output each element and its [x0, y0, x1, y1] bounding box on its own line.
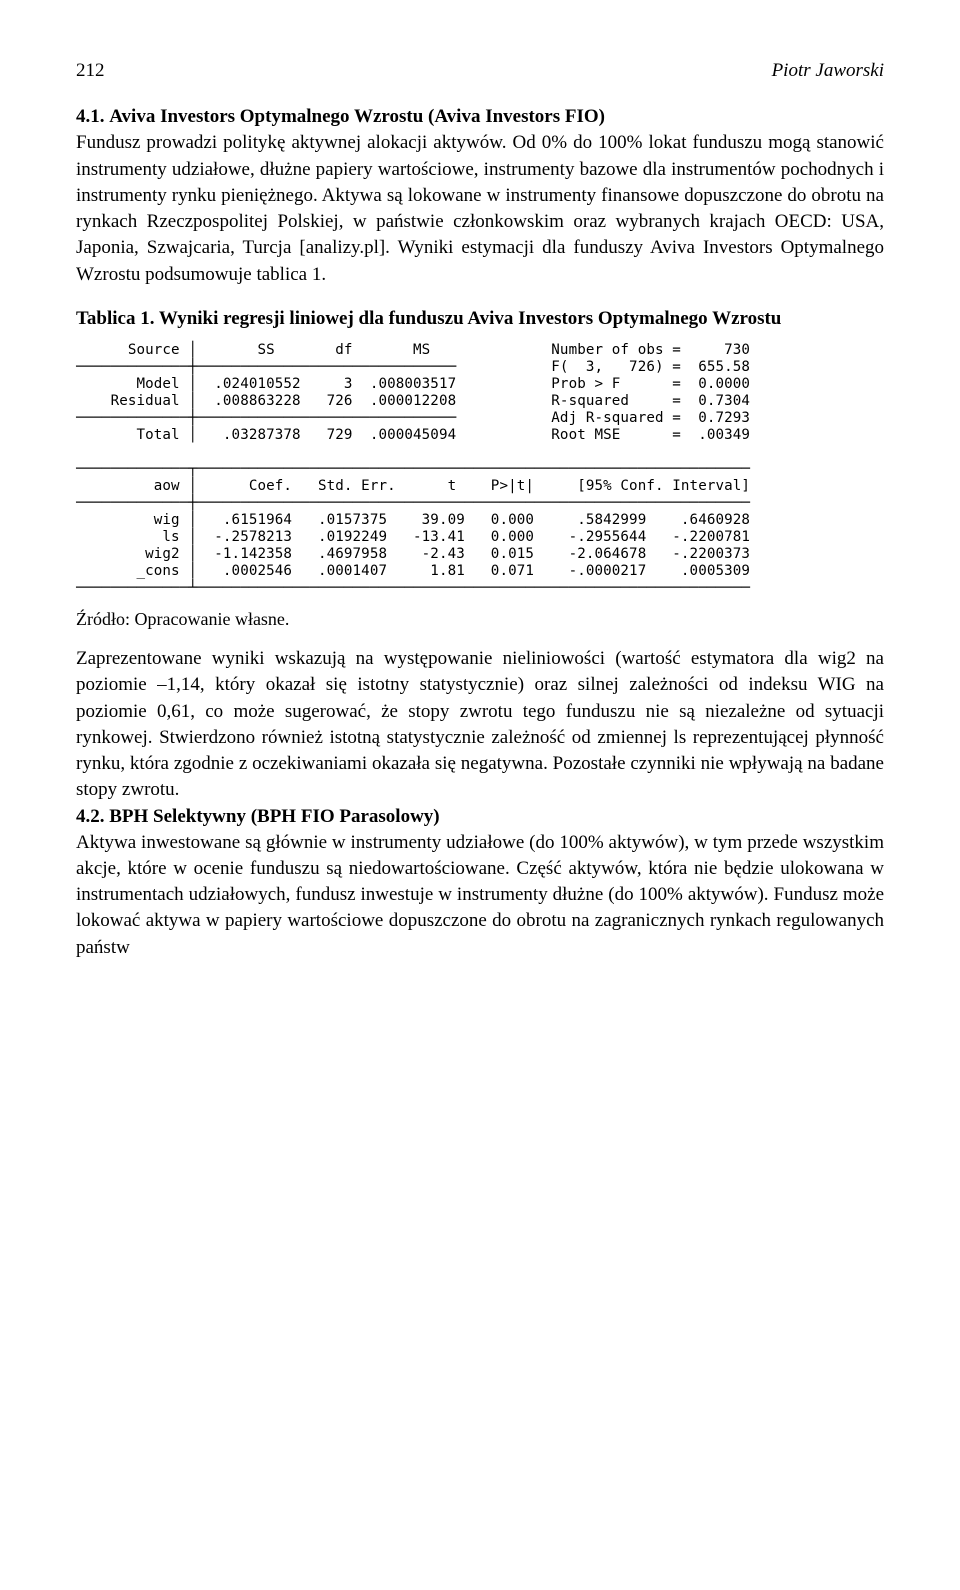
- section-4-2-number: 4.2.: [76, 806, 105, 827]
- section-4-1-title: Aviva Investors Optymalnego Wzrostu (Avi…: [109, 106, 605, 127]
- table1-caption: Tablica 1. Wyniki regresji liniowej dla …: [76, 306, 884, 332]
- section-4-2-paragraph: Aktywa inwestowane są głównie w instrume…: [76, 830, 884, 961]
- section-4-1-paragraph: Fundusz prowadzi politykę aktywnej aloka…: [76, 130, 884, 287]
- section-4-2: 4.2. BPH Selektywny (BPH FIO Parasolowy): [76, 804, 884, 830]
- page-header: 212 Piotr Jaworski: [76, 58, 884, 84]
- regression-output: Source │ SS df MS Number of obs = 730 ──…: [76, 342, 884, 597]
- discussion-paragraph: Zaprezentowane wyniki wskazują na występ…: [76, 646, 884, 803]
- section-4-2-title: BPH Selektywny (BPH FIO Parasolowy): [109, 806, 439, 827]
- table1-source: Źródło: Opracowanie własne.: [76, 607, 884, 632]
- running-head: Piotr Jaworski: [772, 58, 884, 84]
- section-4-1: 4.1. Aviva Investors Optymalnego Wzrostu…: [76, 104, 884, 130]
- page-number: 212: [76, 58, 105, 84]
- section-4-1-number: 4.1.: [76, 106, 105, 127]
